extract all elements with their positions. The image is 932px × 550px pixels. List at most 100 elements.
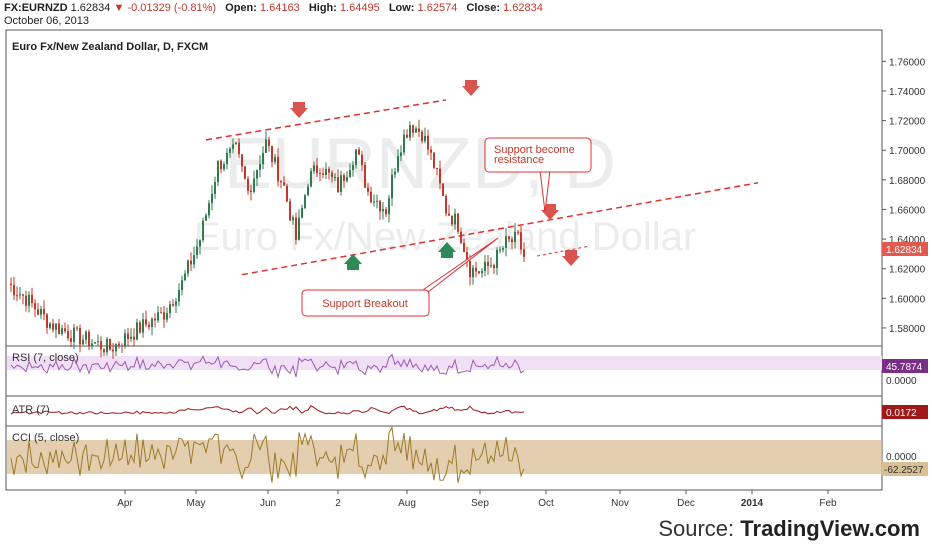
chart-title: Euro Fx/New Zealand Dollar, D, FXCM <box>12 41 208 53</box>
consolidation-line <box>536 245 591 257</box>
candle-body <box>49 323 51 328</box>
resistance-callout[interactable] <box>484 137 592 173</box>
candle-body <box>40 309 42 315</box>
candle-body <box>382 209 384 212</box>
candle-body <box>199 240 201 247</box>
rsi-band <box>7 356 882 370</box>
candle-body <box>430 149 432 153</box>
candle-body <box>460 231 462 244</box>
trend-lines[interactable] <box>205 99 759 276</box>
candle-body <box>502 247 504 250</box>
candle-body <box>64 328 66 332</box>
candle-body <box>160 312 162 314</box>
x-tick-label: Apr <box>117 498 133 509</box>
atr-line <box>10 404 525 415</box>
candle-body <box>403 134 405 153</box>
candle-body <box>370 191 372 203</box>
candle-body <box>253 178 255 193</box>
candle-body <box>88 331 90 347</box>
candle-body <box>85 331 87 340</box>
candle-body <box>232 144 234 149</box>
candle-body <box>451 215 453 225</box>
candle-body <box>454 213 456 225</box>
breakout-callout-tail <box>419 237 499 293</box>
candle-body <box>205 215 207 221</box>
low-value: 1.62574 <box>417 2 458 14</box>
resistance-text-1: Support become <box>494 144 575 156</box>
candle-body <box>91 343 93 347</box>
candle-body <box>148 324 150 328</box>
candle-body <box>109 338 111 350</box>
breakout-callout[interactable] <box>301 289 430 317</box>
candle-body <box>115 343 117 352</box>
x-tick-label: May <box>187 498 206 509</box>
candle-body <box>223 164 225 170</box>
candle-body <box>424 136 426 142</box>
candle-body <box>187 260 189 274</box>
candle-body <box>379 200 381 212</box>
candle-body <box>346 176 348 181</box>
candle-body <box>469 261 471 278</box>
candle-body <box>412 125 414 133</box>
rsi-last-value: 45.7874 <box>886 362 923 373</box>
candle-body <box>124 333 126 347</box>
resistance-trend-line <box>205 99 447 141</box>
y-tick-label: 1.62000 <box>889 265 926 276</box>
candle-body <box>70 338 72 342</box>
candle-body <box>16 295 18 297</box>
candle-body <box>151 318 153 328</box>
cci-band <box>7 440 882 474</box>
candle-body <box>256 169 258 179</box>
candle-body <box>397 156 399 172</box>
candle-body <box>262 152 264 165</box>
candle-body <box>427 136 429 150</box>
candle-body <box>481 270 483 274</box>
candle-body <box>211 193 213 204</box>
candle-body <box>445 195 447 214</box>
down-arrow-icon <box>562 250 580 266</box>
atr-title: ATR (7) <box>12 404 50 416</box>
candle-body <box>415 128 417 133</box>
candle-body <box>136 322 138 340</box>
breakout-text: Support Breakout <box>322 298 408 310</box>
candle-body <box>19 294 21 296</box>
candle-body <box>394 171 396 175</box>
candle-body <box>217 160 219 183</box>
candle-body <box>25 295 27 306</box>
candle-body <box>244 166 246 179</box>
rsi-line <box>10 353 525 380</box>
x-tick-label: Feb <box>819 498 837 509</box>
candle-body <box>301 207 303 218</box>
candle-body <box>277 156 279 182</box>
candle-body <box>133 336 135 340</box>
x-tick-label: Oct <box>538 498 554 509</box>
candle-body <box>442 183 444 196</box>
down-triangle-icon: ▼ <box>113 2 125 14</box>
x-tick-label: Dec <box>677 498 695 509</box>
y-tick-label: 1.76000 <box>889 57 926 68</box>
candle-body <box>79 328 81 345</box>
candle-body <box>271 146 273 162</box>
y-tick-label: 1.66000 <box>889 205 926 216</box>
candle-body <box>487 261 489 266</box>
candle-body <box>337 176 339 193</box>
candle-body <box>103 349 105 353</box>
x-axis[interactable]: Apr May Jun 2 Aug Sep Oct Nov Dec 2014 Feb <box>117 490 837 509</box>
candle-body <box>391 174 393 199</box>
open-value: 1.64163 <box>259 2 300 14</box>
candle-body <box>523 249 525 257</box>
x-tick-label: Nov <box>611 498 629 509</box>
candle-body <box>52 323 54 330</box>
candle-body <box>349 170 351 177</box>
candle-body <box>61 328 63 335</box>
candle-body <box>400 152 402 157</box>
candle-body <box>118 343 120 346</box>
candle-body <box>127 333 129 339</box>
last-price: 1.62834 <box>70 2 111 14</box>
candle-body <box>511 239 513 243</box>
candle-body <box>478 271 480 274</box>
candle-body <box>373 201 375 203</box>
y-axis[interactable]: 1.76000 1.74000 1.72000 1.70000 1.68000 1.660… <box>882 57 926 335</box>
candle-body <box>142 319 144 333</box>
